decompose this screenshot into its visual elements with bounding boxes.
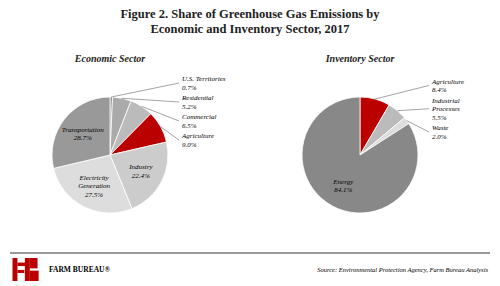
value-label: 0.7% bbox=[182, 84, 197, 92]
value-label: 22.4% bbox=[132, 172, 150, 180]
pie-title: Inventory Sector bbox=[325, 53, 395, 64]
value-label: 9.0% bbox=[182, 141, 197, 149]
leader-line bbox=[407, 121, 429, 132]
category-label: Industrial bbox=[431, 97, 460, 105]
labels: Energy84.1% Agriculture8.4% IndustrialProc… bbox=[332, 78, 464, 195]
labels: Industry22.4% ElectricityGeneration27.5% T… bbox=[62, 75, 226, 199]
data-label: Waste2.0% bbox=[432, 124, 448, 141]
pie: Economic Sector bbox=[52, 53, 168, 213]
slice bbox=[52, 97, 110, 168]
category-label: Processes bbox=[431, 105, 460, 113]
leader-line bbox=[161, 127, 179, 140]
data-label: IndustrialProcesses5.5% bbox=[431, 97, 460, 122]
data-label: Residential5.2% bbox=[181, 94, 214, 111]
logo-part bbox=[30, 258, 38, 268]
category-label: Transportation bbox=[62, 126, 105, 134]
category-label: Generation bbox=[78, 182, 110, 190]
category-label: Energy bbox=[332, 178, 354, 186]
data-label: Agriculture8.4% bbox=[431, 78, 464, 95]
pie: Inventory Sector bbox=[302, 53, 418, 213]
value-label: 8.4% bbox=[432, 86, 447, 94]
pie-title: Economic Sector bbox=[74, 53, 145, 64]
value-label: 5.5% bbox=[432, 114, 447, 122]
value-label: 28.7% bbox=[74, 134, 92, 142]
data-label: Agriculture9.0% bbox=[181, 132, 214, 149]
chart: Figure 2. Share of Greenhouse Gas Emissi… bbox=[0, 0, 500, 286]
logo bbox=[13, 258, 39, 281]
slice bbox=[302, 97, 418, 213]
data-label: Energy84.1% bbox=[332, 178, 354, 195]
leader-line bbox=[142, 106, 179, 121]
value-label: 27.5% bbox=[85, 191, 103, 199]
logo-part bbox=[17, 270, 24, 273]
category-label: Electricity bbox=[79, 174, 110, 182]
category-label: Residential bbox=[181, 94, 214, 102]
source-text: Source: Environmental Protection Agency,… bbox=[317, 266, 488, 273]
value-label: 6.5% bbox=[182, 122, 197, 130]
category-label: U.S. Territories bbox=[182, 75, 226, 83]
data-label: Industry22.4% bbox=[128, 163, 153, 180]
background bbox=[0, 0, 500, 286]
leader-line bbox=[122, 98, 179, 102]
category-label: Commercial bbox=[182, 113, 216, 121]
footer-rule bbox=[10, 253, 490, 254]
leader-line bbox=[375, 85, 429, 99]
data-label: Transportation28.7% bbox=[62, 126, 105, 143]
value-label: 2.0% bbox=[432, 133, 447, 141]
leader-line bbox=[397, 109, 429, 111]
logo-part bbox=[25, 258, 30, 281]
category-label: Agriculture bbox=[431, 78, 464, 86]
footer-text: FARM BUREAU® bbox=[49, 265, 110, 274]
category-label: Agriculture bbox=[181, 132, 214, 140]
data-label: Commercial6.5% bbox=[182, 113, 216, 130]
logo-part bbox=[13, 258, 18, 281]
category-label: Industry bbox=[128, 163, 153, 171]
data-label: ElectricityGeneration27.5% bbox=[78, 174, 110, 199]
category-label: Waste bbox=[432, 124, 448, 132]
value-label: 5.2% bbox=[182, 103, 197, 111]
data-label: U.S. Territories0.7% bbox=[182, 75, 226, 92]
value-label: 84.1% bbox=[334, 186, 352, 194]
title: Figure 2. Share of Greenhouse Gas Emissi… bbox=[120, 7, 380, 36]
leader-line bbox=[111, 83, 179, 97]
logo-part bbox=[30, 271, 39, 281]
